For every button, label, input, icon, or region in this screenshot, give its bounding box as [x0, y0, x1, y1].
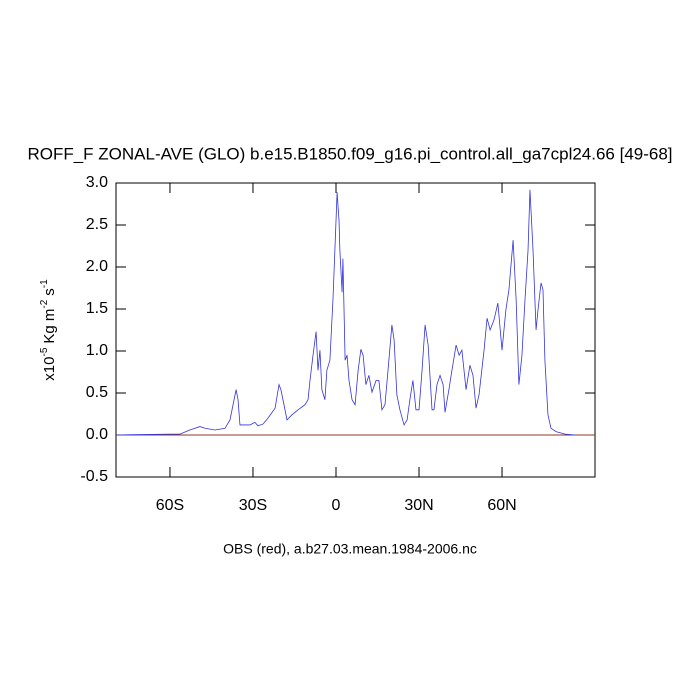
x-axis-label: OBS (red), a.b27.03.mean.1984-2006.nc — [223, 541, 477, 557]
y-tick-label: 2.5 — [86, 216, 108, 233]
y-tick-label: 2.0 — [86, 258, 108, 275]
x-tick-label: 0 — [332, 497, 341, 514]
x-tick-label: 30S — [239, 497, 267, 514]
y-tick-label: 3.0 — [86, 174, 108, 191]
y-tick-label: 0.5 — [86, 384, 108, 401]
y-label-part: x10 — [41, 357, 58, 381]
plot-frame — [115, 182, 596, 478]
data-line — [115, 189, 576, 436]
y-label-exp: -2 — [39, 299, 50, 308]
x-tick-label: 60N — [487, 497, 516, 514]
x-tick-label: 60S — [156, 497, 184, 514]
chart-title: ROFF_F ZONAL-AVE (GLO) b.e15.B1850.f09_g… — [27, 144, 672, 163]
y-label-part: s — [41, 288, 58, 296]
y-label-exp: -5 — [39, 347, 50, 356]
y-tick-label: 1.5 — [86, 300, 108, 317]
y-label-exp: -1 — [39, 279, 50, 288]
x-tick-label: 30N — [404, 497, 433, 514]
y-axis-label: x10-5 Kg m-2 s-1 — [39, 279, 58, 381]
y-tick-label: -0.5 — [80, 468, 108, 485]
y-tick-label: 0.0 — [86, 426, 108, 443]
y-label-part: Kg m — [41, 309, 58, 344]
y-tick-label: 1.0 — [86, 342, 108, 359]
